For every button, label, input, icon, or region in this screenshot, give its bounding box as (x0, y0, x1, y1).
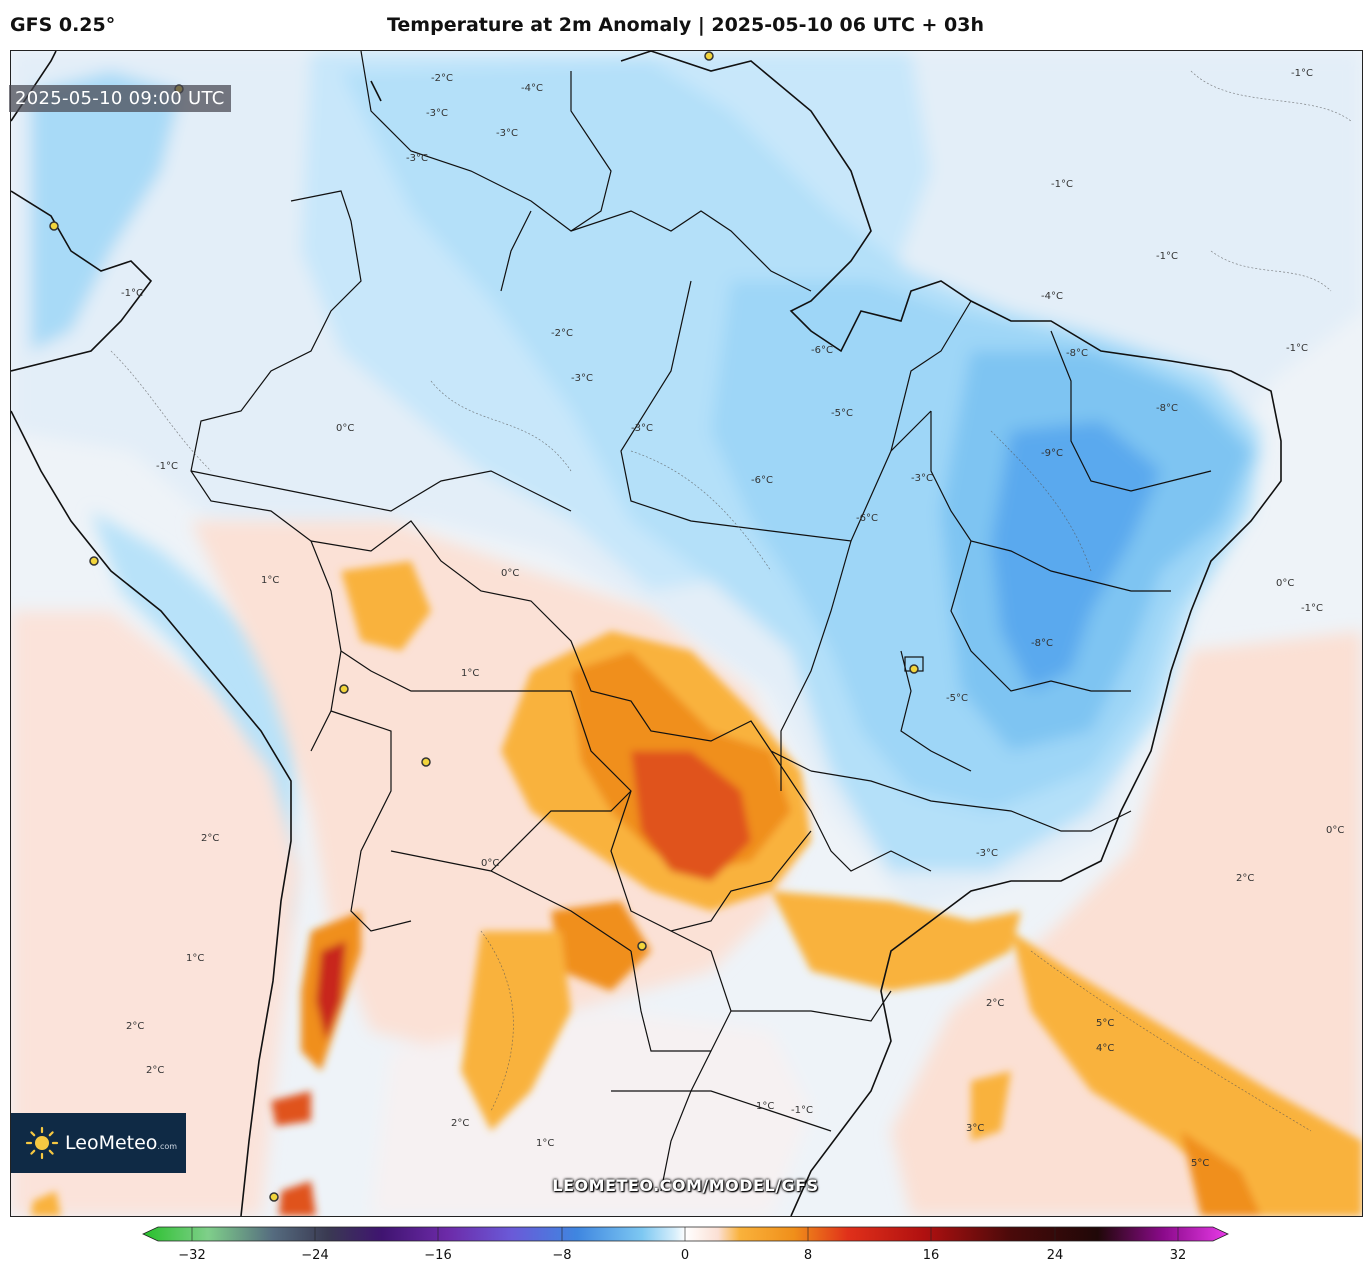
contour-label: 1°C (536, 1138, 554, 1149)
contour-label: -6°C (856, 513, 878, 524)
contour-label: -8°C (1031, 638, 1053, 649)
contour-label: -3°C (976, 848, 998, 859)
contour-label: 3°C (966, 1123, 984, 1134)
contour-label: -1°C (1051, 179, 1073, 190)
leometeo-logo: LeoMeteo.com (11, 1113, 186, 1173)
contour-label: -4°C (521, 83, 543, 94)
contour-label: -4°C (1041, 291, 1063, 302)
contour-value-labels: -3°C -3°C -3°C -2°C -4°C -1°C -1°C -1°C … (121, 68, 1344, 1169)
contour-label: -9°C (1041, 448, 1063, 459)
contour-label: -1°C (791, 1105, 813, 1116)
contour-label: -8°C (1066, 348, 1088, 359)
contour-label: 5°C (1096, 1018, 1114, 1029)
contour-label: 0°C (481, 858, 499, 869)
anomaly-map: -3°C -3°C -3°C -2°C -4°C -1°C -1°C -1°C … (11, 51, 1362, 1216)
contour-label: 0°C (501, 568, 519, 579)
contour-label: 5°C (1191, 1158, 1209, 1169)
contour-label: -1°C (1301, 603, 1323, 614)
contour-label: 2°C (986, 998, 1004, 1009)
colorbar-tick: −8 (552, 1248, 572, 1263)
colorbar-tick: 8 (803, 1248, 813, 1263)
map-area[interactable]: -3°C -3°C -3°C -2°C -4°C -1°C -1°C -1°C … (10, 50, 1363, 1217)
contour-label: -2°C (551, 328, 573, 339)
contour-label: 1°C (461, 668, 479, 679)
colorbar-tick: 24 (1046, 1248, 1064, 1263)
hot-anomaly-core (31, 561, 1362, 1216)
colorbar-tick: 16 (922, 1248, 940, 1263)
contour-label: -8°C (1156, 403, 1178, 414)
source-watermark: LEOMETEO.COM/MODEL/GFS (552, 1176, 819, 1195)
contour-label: -3°C (406, 153, 428, 164)
cold-anomaly-field (11, 51, 1362, 951)
contour-label: -1°C (1156, 251, 1178, 262)
model-label: GFS 0.25° (10, 14, 116, 36)
colorbar-tick: 32 (1169, 1248, 1187, 1263)
contour-label: -5°C (946, 693, 968, 704)
contour-label: 2°C (451, 1118, 469, 1129)
contour-label: 2°C (1236, 873, 1254, 884)
colorbar-tick: 0 (680, 1248, 690, 1263)
contour-label: 0°C (336, 423, 354, 434)
contour-label: 0°C (1276, 578, 1294, 589)
logo-suffix: .com (157, 1142, 178, 1151)
contour-label: -1°C (1286, 343, 1308, 354)
contour-label: 4°C (1096, 1043, 1114, 1054)
contour-label: -6°C (751, 475, 773, 486)
valid-time-label: 2025-05-10 09:00 UTC (9, 85, 231, 112)
contour-label: 2°C (126, 1021, 144, 1032)
contour-label: -6°C (811, 345, 833, 356)
contour-label: -3°C (631, 423, 653, 434)
colorbar-tick: −24 (301, 1248, 329, 1263)
contour-label: 2°C (146, 1065, 164, 1076)
contour-lines (110, 70, 1352, 1132)
contour-label: -1°C (121, 288, 143, 299)
contour-label: -3°C (911, 473, 933, 484)
contour-label: -1°C (1291, 68, 1313, 79)
colorbar (142, 1226, 1229, 1242)
contour-label: -2°C (431, 73, 453, 84)
logo-brand: LeoMeteo (65, 1132, 158, 1154)
contour-label: 1°C (756, 1101, 774, 1112)
contour-label: -3°C (571, 373, 593, 384)
sun-icon (25, 1126, 59, 1160)
contour-label: 2°C (201, 833, 219, 844)
contour-label: 1°C (186, 953, 204, 964)
colorbar-tick: −32 (178, 1248, 206, 1263)
map-title: Temperature at 2m Anomaly | 2025-05-10 0… (386, 14, 985, 36)
contour-label: -3°C (496, 128, 518, 139)
contour-label: -5°C (831, 408, 853, 419)
contour-label: -3°C (426, 108, 448, 119)
contour-label: 0°C (1326, 825, 1344, 836)
logo-wordmark: LeoMeteo.com (65, 1132, 177, 1154)
political-borders (190, 51, 1212, 1192)
colorbar-tick: −16 (424, 1248, 452, 1263)
contour-label: -1°C (156, 461, 178, 472)
city-markers (49, 51, 919, 1202)
contour-label: 1°C (261, 575, 279, 586)
